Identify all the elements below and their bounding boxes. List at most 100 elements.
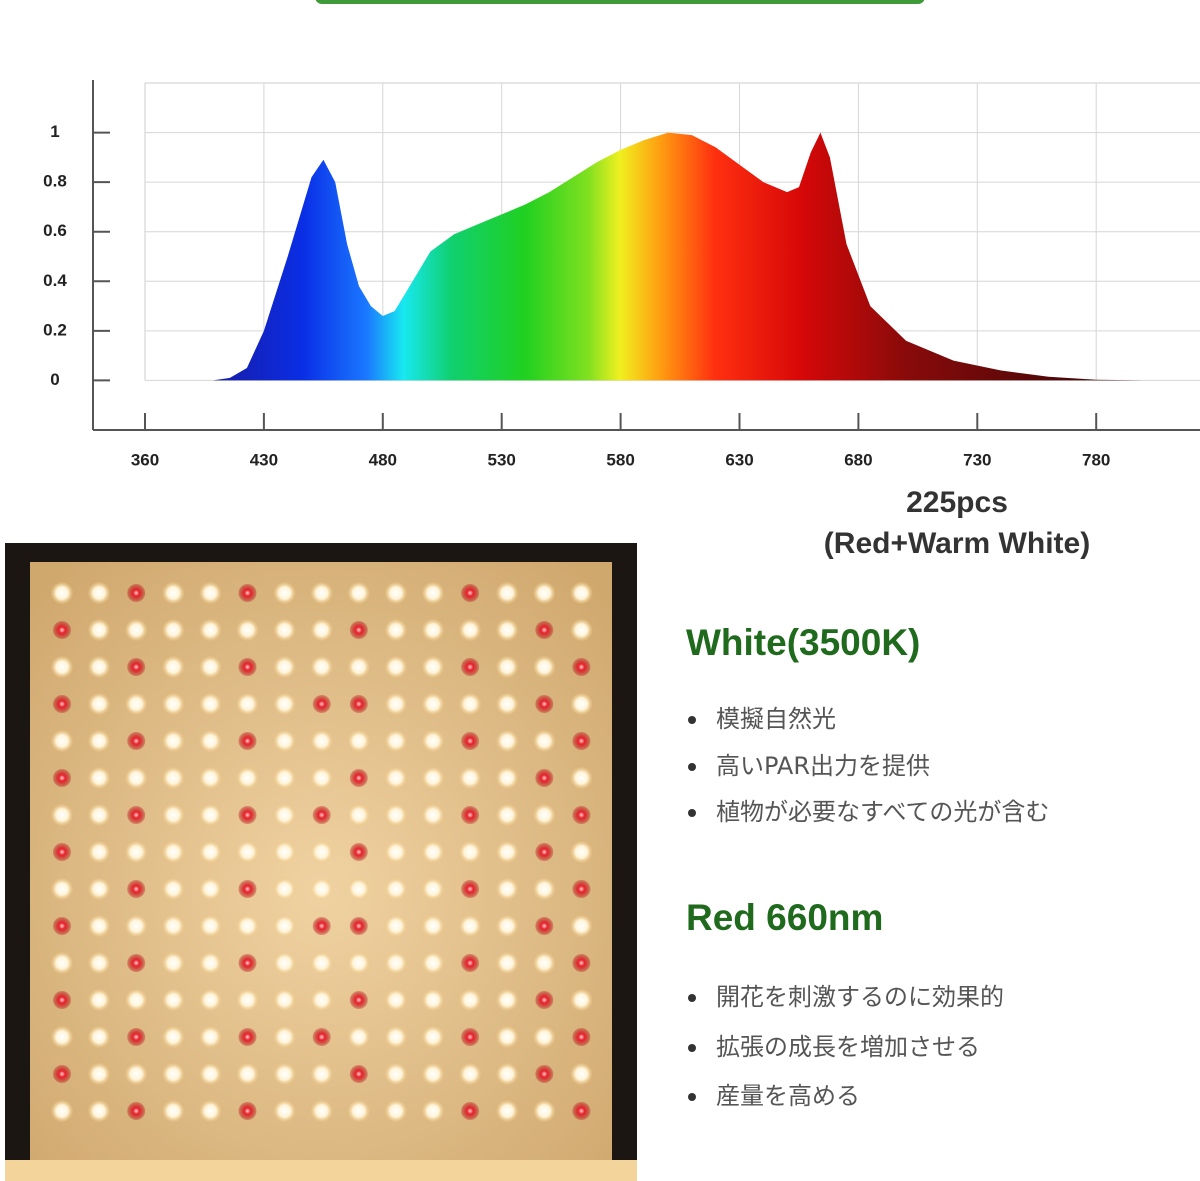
red-led xyxy=(535,991,554,1009)
warm-led xyxy=(422,915,444,937)
warm-led xyxy=(347,878,370,900)
warm-led xyxy=(162,656,185,678)
warm-led xyxy=(459,915,482,937)
warm-led xyxy=(162,952,185,974)
red-led xyxy=(53,991,71,1009)
section-title: Red 660nm xyxy=(686,897,883,938)
red-led xyxy=(461,806,480,824)
red-led xyxy=(238,954,257,972)
warm-led xyxy=(459,619,482,641)
warm-led xyxy=(273,915,296,937)
warm-led xyxy=(496,693,519,715)
red-led xyxy=(535,917,554,935)
warm-led xyxy=(533,804,556,826)
warm-led xyxy=(236,915,259,937)
warm-led xyxy=(273,804,296,826)
caption-composition: (Red+Warm White) xyxy=(824,527,1090,560)
red-led xyxy=(127,732,146,750)
section-title: White(3500K) xyxy=(686,622,920,663)
led-grid xyxy=(51,582,593,1122)
caption-count: 225pcs xyxy=(906,486,1008,519)
red-led xyxy=(349,843,368,861)
warm-led xyxy=(125,989,148,1011)
red-led xyxy=(238,880,257,898)
warm-led xyxy=(422,1063,444,1085)
warm-led xyxy=(422,841,444,863)
warm-led xyxy=(459,767,482,789)
warm-led xyxy=(422,656,444,678)
warm-led xyxy=(384,1063,407,1085)
y-tick-label: 1 xyxy=(50,122,59,141)
red-led xyxy=(461,658,480,676)
warm-led xyxy=(125,1063,148,1085)
warm-led xyxy=(496,656,519,678)
warm-led xyxy=(162,730,185,752)
warm-led xyxy=(273,1100,296,1122)
warm-led xyxy=(459,989,482,1011)
warm-led xyxy=(384,619,407,641)
warm-led xyxy=(384,1026,407,1048)
warm-led xyxy=(570,1063,593,1085)
warm-led xyxy=(162,989,185,1011)
spectrum-area xyxy=(212,132,1144,381)
warm-led xyxy=(236,619,259,641)
panel-glow xyxy=(5,1160,637,1181)
warm-led xyxy=(496,878,519,900)
warm-led xyxy=(88,693,111,715)
y-tick-label: 0.4 xyxy=(43,271,67,290)
warm-led xyxy=(51,952,73,974)
warm-led xyxy=(273,582,296,604)
red-led xyxy=(461,584,480,602)
warm-led xyxy=(533,952,556,974)
warm-led xyxy=(199,1026,222,1048)
warm-led xyxy=(422,989,444,1011)
red-led xyxy=(238,658,257,676)
warm-led xyxy=(422,619,444,641)
warm-led xyxy=(310,1063,333,1085)
warm-led xyxy=(570,767,593,789)
warm-led xyxy=(570,989,593,1011)
bullet-text: 拡張の成長を増加させる xyxy=(716,1033,980,1061)
red-led xyxy=(53,621,71,639)
warm-led xyxy=(51,656,73,678)
red-led xyxy=(535,1065,554,1083)
warm-led xyxy=(199,952,222,974)
x-tick-label: 680 xyxy=(844,450,872,469)
warm-led xyxy=(236,1063,259,1085)
bullet-dot xyxy=(688,809,696,817)
warm-led xyxy=(51,582,73,604)
warm-led xyxy=(384,915,407,937)
warm-led xyxy=(88,915,111,937)
red-led xyxy=(53,695,71,713)
warm-led xyxy=(533,582,556,604)
warm-led xyxy=(162,1026,185,1048)
warm-led xyxy=(570,693,593,715)
bullet-dot xyxy=(688,1044,696,1052)
warm-led xyxy=(88,1063,111,1085)
red-led xyxy=(53,769,71,787)
warm-led xyxy=(422,693,444,715)
y-tick-label: 0.8 xyxy=(43,172,67,191)
red-led xyxy=(572,658,591,676)
x-tick-label: 780 xyxy=(1082,450,1110,469)
red-led xyxy=(572,1028,591,1046)
warm-led xyxy=(125,767,148,789)
warm-led xyxy=(199,841,222,863)
bullet-dot xyxy=(688,994,696,1002)
red-led xyxy=(238,1028,257,1046)
warm-led xyxy=(273,989,296,1011)
warm-led xyxy=(496,1063,519,1085)
warm-led xyxy=(125,915,148,937)
x-tick-label: 630 xyxy=(725,450,753,469)
warm-led xyxy=(199,1100,222,1122)
red-led xyxy=(461,954,480,972)
red-led xyxy=(312,1028,331,1046)
warm-led xyxy=(88,1100,111,1122)
warm-led xyxy=(273,1063,296,1085)
warm-led xyxy=(310,989,333,1011)
y-tick-label: 0.2 xyxy=(43,320,67,339)
warm-led xyxy=(273,841,296,863)
warm-led xyxy=(88,1026,111,1048)
